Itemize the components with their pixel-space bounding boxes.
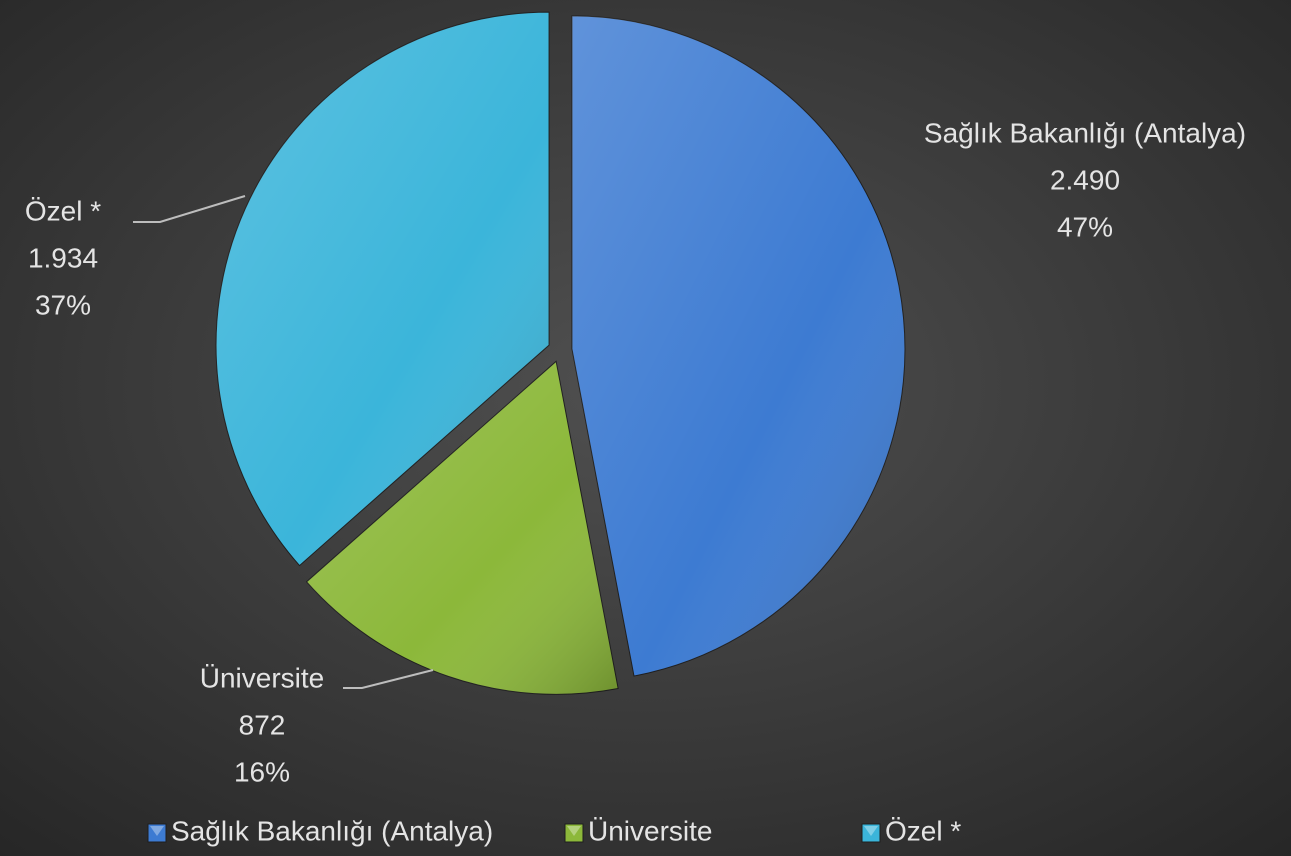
slice-shine (306, 361, 619, 695)
slice-shine (216, 12, 550, 566)
legend-swatch-shine (567, 826, 581, 836)
label-category: Sağlık Bakanlığı (Antalya) (924, 117, 1246, 148)
legend-swatch (564, 823, 584, 843)
label-percent: 16% (234, 756, 290, 787)
leader-line (343, 669, 434, 689)
label-category: Özel * (25, 195, 101, 226)
legend: Sağlık Bakanlığı (Antalya) Üniversite Özel… (147, 815, 961, 846)
legend-label: Üniversite (588, 815, 712, 846)
leader-line (133, 195, 246, 223)
legend-label: Sağlık Bakanlığı (Antalya) (171, 815, 493, 846)
label-percent: 37% (35, 289, 91, 320)
data-labels: Sağlık Bakanlığı (Antalya) 2.490 47% Üniver… (25, 117, 1246, 787)
legend-swatch-shine (864, 826, 878, 836)
legend-label: Özel * (885, 815, 961, 846)
label-value: 1.934 (28, 242, 98, 273)
label-percent: 47% (1057, 211, 1113, 242)
legend-swatch (147, 823, 167, 843)
label-category: Üniversite (200, 662, 324, 693)
legend-swatch (861, 823, 881, 843)
label-value: 2.490 (1050, 164, 1120, 195)
pie (215, 11, 906, 695)
label-value: 872 (239, 709, 286, 740)
legend-swatch-shine (150, 826, 164, 836)
slice-shine (571, 15, 905, 677)
